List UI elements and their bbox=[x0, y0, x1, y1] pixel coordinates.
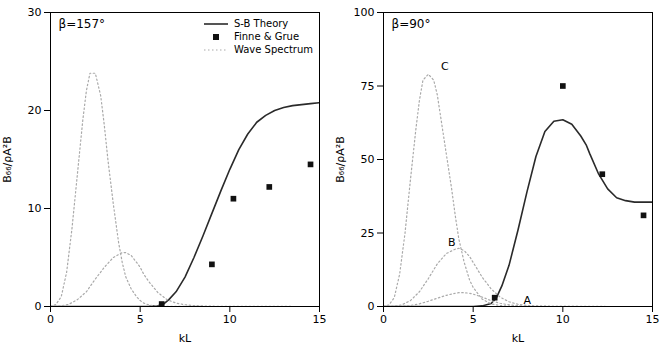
svg-text:15: 15 bbox=[313, 313, 327, 326]
svg-text:0: 0 bbox=[380, 313, 387, 326]
svg-text:25: 25 bbox=[361, 227, 375, 240]
svg-text:kL: kL bbox=[179, 332, 192, 344]
svg-text:β=90°: β=90° bbox=[392, 17, 431, 31]
svg-text:kL: kL bbox=[512, 332, 525, 344]
svg-text:B₆₆/ρA²B: B₆₆/ρA²B bbox=[334, 136, 347, 183]
html-text:S-B Theory: S-B Theory bbox=[233, 18, 289, 29]
svg-text:B: B bbox=[448, 236, 456, 249]
svg-text:0: 0 bbox=[368, 300, 375, 313]
svg-text:10: 10 bbox=[28, 202, 42, 215]
svg-text:0: 0 bbox=[47, 313, 54, 326]
svg-text:15: 15 bbox=[646, 313, 660, 326]
svg-text:0: 0 bbox=[35, 300, 42, 313]
svg-text:B₆₆/ρA²B: B₆₆/ρA²B bbox=[1, 136, 14, 183]
svg-text:β=157°: β=157° bbox=[59, 17, 106, 31]
svg-text:5: 5 bbox=[137, 313, 144, 326]
svg-text:10: 10 bbox=[556, 313, 570, 326]
svg-text:10: 10 bbox=[223, 313, 237, 326]
svg-text:100: 100 bbox=[354, 6, 375, 19]
svg-text:75: 75 bbox=[361, 80, 375, 93]
svg-text:A: A bbox=[523, 294, 531, 307]
html-text:Finne & Grue: Finne & Grue bbox=[233, 31, 299, 42]
html-text:Wave Spectrum: Wave Spectrum bbox=[233, 44, 313, 55]
svg-text:50: 50 bbox=[361, 153, 375, 166]
svg-text:20: 20 bbox=[28, 104, 42, 117]
svg-text:C: C bbox=[441, 60, 449, 73]
svg-text:5: 5 bbox=[470, 313, 477, 326]
svg-text:30: 30 bbox=[28, 6, 42, 19]
